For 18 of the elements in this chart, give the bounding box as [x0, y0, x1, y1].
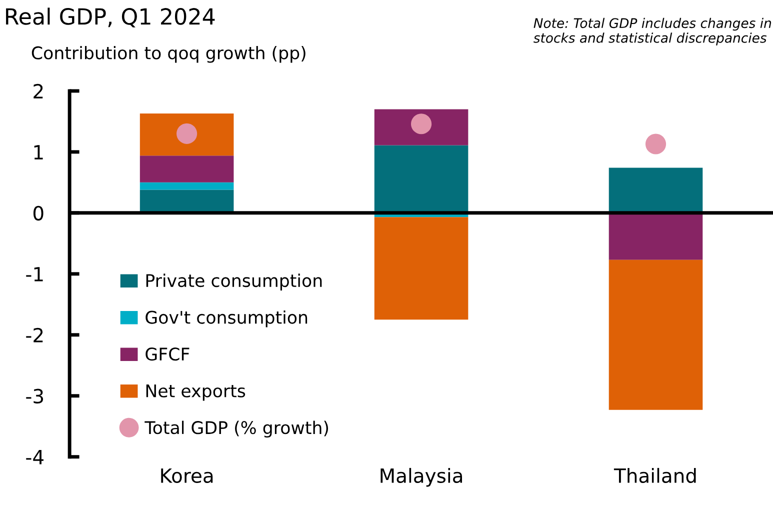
y-tick-label: 2 [34, 84, 43, 98]
text: Note: Total GDP includes changes in stocks and statistical discrepancies [534, 18, 772, 46]
legend-label: Total GDP (% growth) [144, 420, 328, 438]
y-tick-label: -1 [26, 267, 43, 282]
legend-label: Private consumption [146, 274, 322, 290]
chart-subtitle: Contribution to qoq growth (pp) [32, 46, 306, 63]
y-tick-label: -3 [26, 388, 44, 404]
y-tick-label: -2 [26, 328, 43, 342]
x-tick-label: Malaysia [380, 468, 462, 487]
y-tick-label: -4 [26, 450, 44, 464]
legend-label: GFCF [146, 348, 190, 361]
legend-label: Net exports [146, 384, 246, 401]
x-tick-label: Korea [161, 468, 213, 483]
x-tick-label: Thailand [614, 468, 696, 483]
legend-label: Gov't consumption [146, 310, 308, 328]
y-tick-label: 0 [33, 206, 44, 221]
chart-title: Real GDP, Q1 2024 [6, 8, 215, 28]
y-tick-label: 1 [34, 145, 43, 160]
